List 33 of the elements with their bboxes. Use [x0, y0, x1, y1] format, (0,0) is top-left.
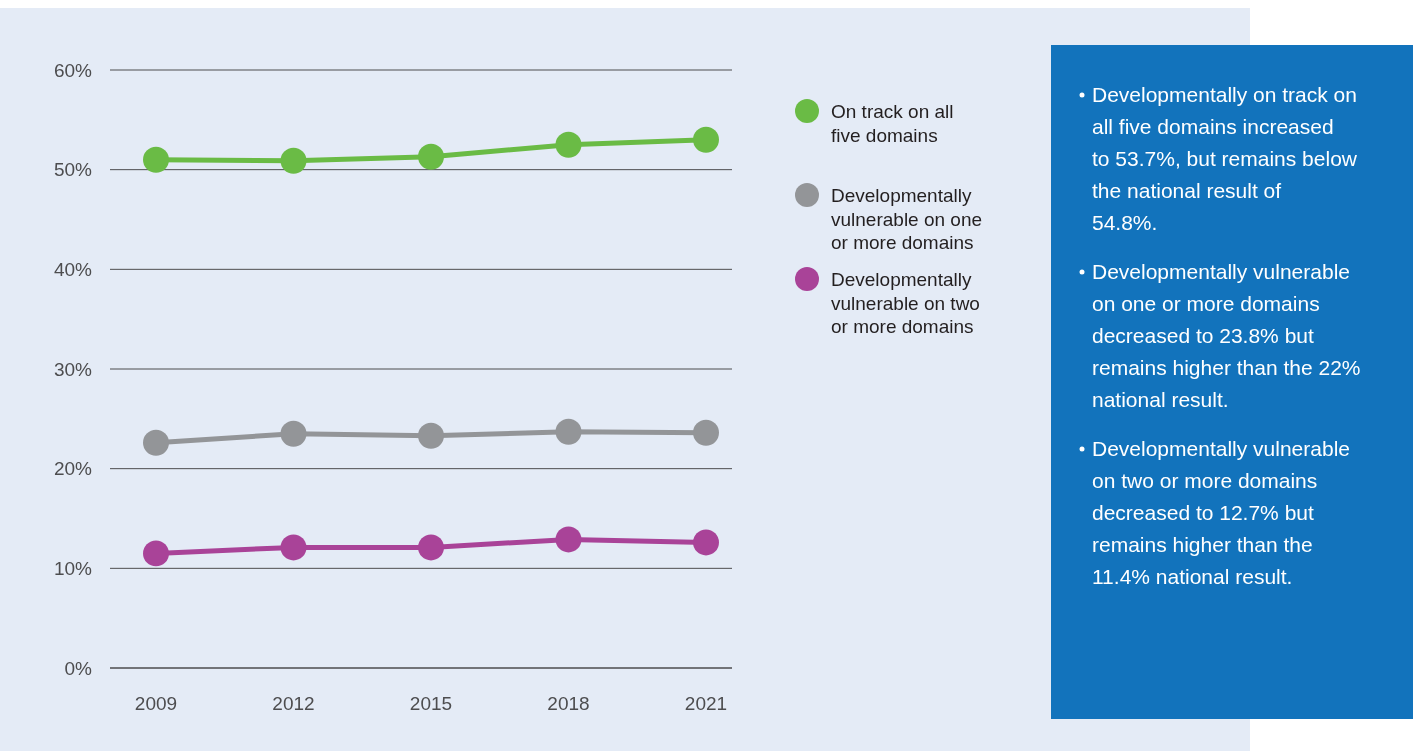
point — [280, 147, 307, 174]
point — [143, 429, 169, 456]
point — [418, 534, 444, 561]
point — [555, 418, 582, 445]
x-tick-label: 2012 — [272, 693, 315, 714]
x-tick-label: 2009 — [134, 693, 178, 714]
text: Developmentally vulnerable on one or more domains decreased to 23.8% but remains higher than the 22% national result. — [1092, 260, 1361, 411]
point — [555, 526, 582, 553]
point — [693, 126, 719, 153]
x-tick-label: 2018 — [547, 693, 590, 714]
point — [555, 131, 582, 158]
y-tick-label: 10% — [53, 557, 93, 579]
point — [280, 420, 307, 447]
y-tick-label: 60% — [53, 59, 93, 81]
y-tick-label: 50% — [53, 159, 93, 181]
text: Developmentally on track on all five domains increased to 53.7%, but remains below the national result of 54.8%. — [1092, 83, 1358, 234]
y-tick-label: 0% — [64, 657, 93, 679]
y-tick-label: 30% — [53, 358, 93, 380]
point — [693, 419, 719, 446]
text: Developmentally vulnerable on two or more domains decreased to 12.7% but remains higher than the 11.4% national result. — [1092, 437, 1350, 588]
point — [280, 534, 307, 561]
legend-label: Developmentally vulnerable on two or more domains — [831, 269, 980, 337]
legend-label: Developmentally vulnerable on one or more domains — [831, 185, 983, 253]
legend-label: On track on all five domains — [831, 101, 954, 146]
y-tick-label: 40% — [53, 258, 93, 280]
x-tick-label: 2021 — [684, 693, 728, 714]
point — [418, 422, 444, 449]
x-tick-label: 2015 — [409, 693, 453, 714]
point — [693, 529, 719, 556]
point — [143, 146, 169, 173]
point — [418, 143, 444, 170]
point — [143, 540, 169, 567]
y-tick-label: 20% — [53, 458, 93, 480]
